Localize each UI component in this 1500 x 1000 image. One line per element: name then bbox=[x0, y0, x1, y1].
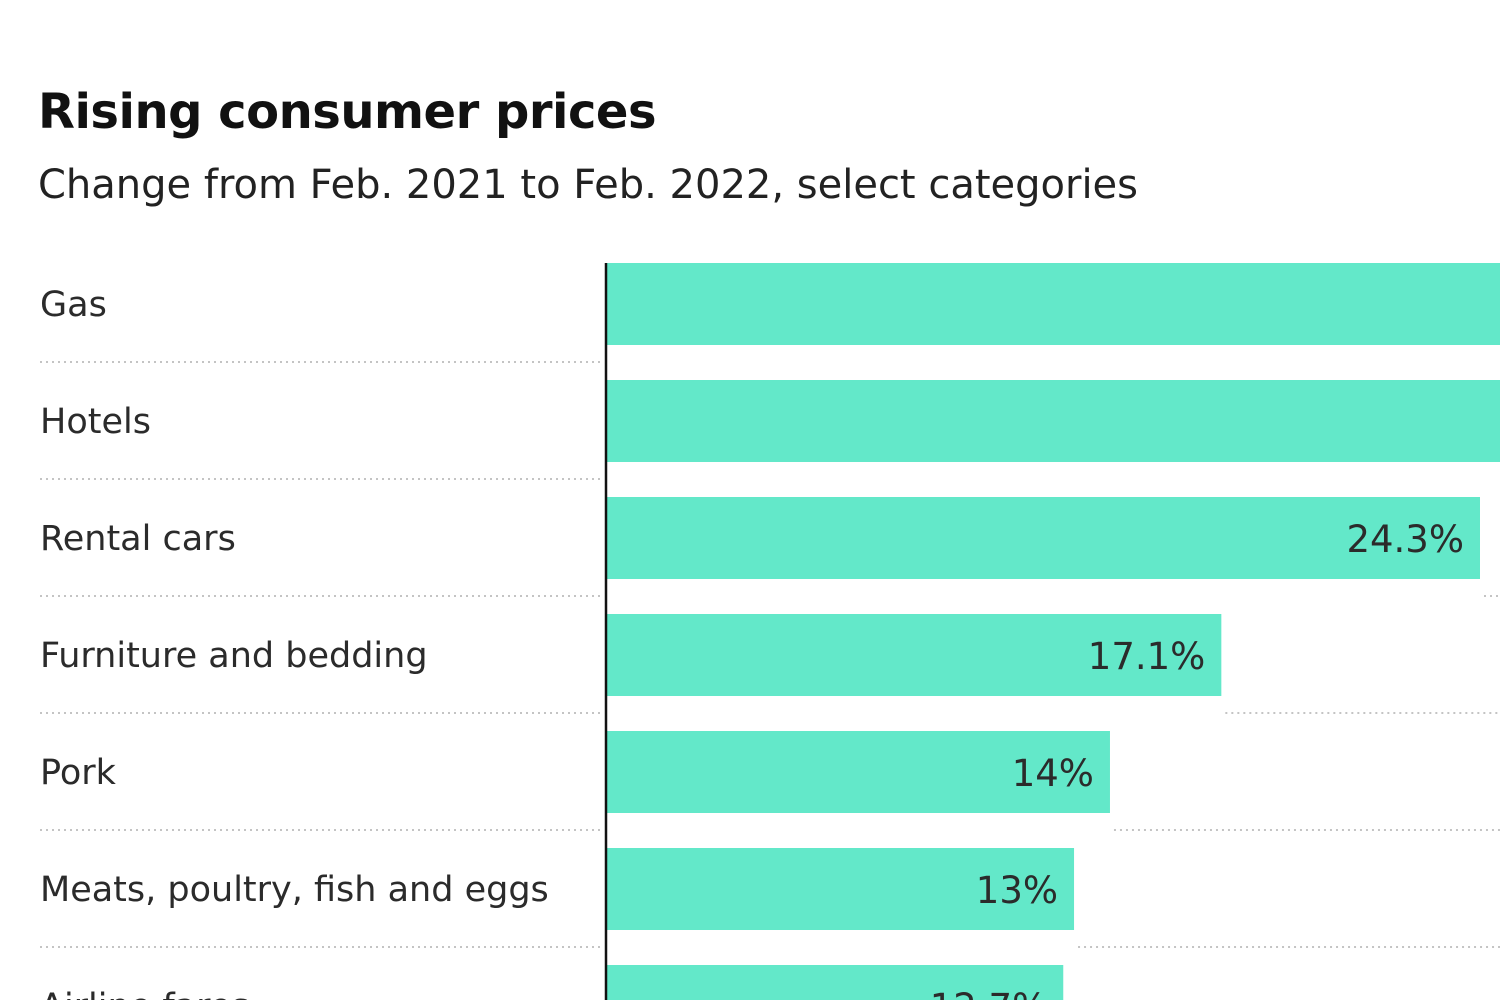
bar-2 bbox=[607, 497, 1480, 579]
value-label-6: 12.7% bbox=[930, 986, 1048, 1000]
category-label-1: Hotels bbox=[40, 402, 151, 442]
value-label-3: 17.1% bbox=[1088, 635, 1206, 678]
category-label-4: Pork bbox=[40, 753, 117, 793]
category-label-6: Airline fares bbox=[40, 987, 250, 1000]
bar-5 bbox=[607, 848, 1075, 930]
value-label-2: 24.3% bbox=[1346, 518, 1464, 561]
bar-3 bbox=[607, 614, 1222, 696]
bar-0 bbox=[607, 263, 1500, 345]
bar-6 bbox=[607, 965, 1064, 1000]
chart-subtitle: Change from Feb. 2021 to Feb. 2022, sele… bbox=[38, 162, 1138, 208]
category-label-0: Gas bbox=[40, 285, 107, 325]
value-label-4: 14% bbox=[1012, 752, 1094, 795]
value-label-5: 13% bbox=[976, 869, 1058, 912]
bar-4 bbox=[607, 731, 1110, 813]
category-label-2: Rental cars bbox=[40, 519, 236, 559]
bar-1 bbox=[607, 380, 1500, 462]
category-label-3: Furniture and bedding bbox=[40, 636, 428, 676]
chart-title: Rising consumer prices bbox=[38, 84, 657, 140]
category-label-5: Meats, poultry, fish and eggs bbox=[40, 870, 549, 910]
